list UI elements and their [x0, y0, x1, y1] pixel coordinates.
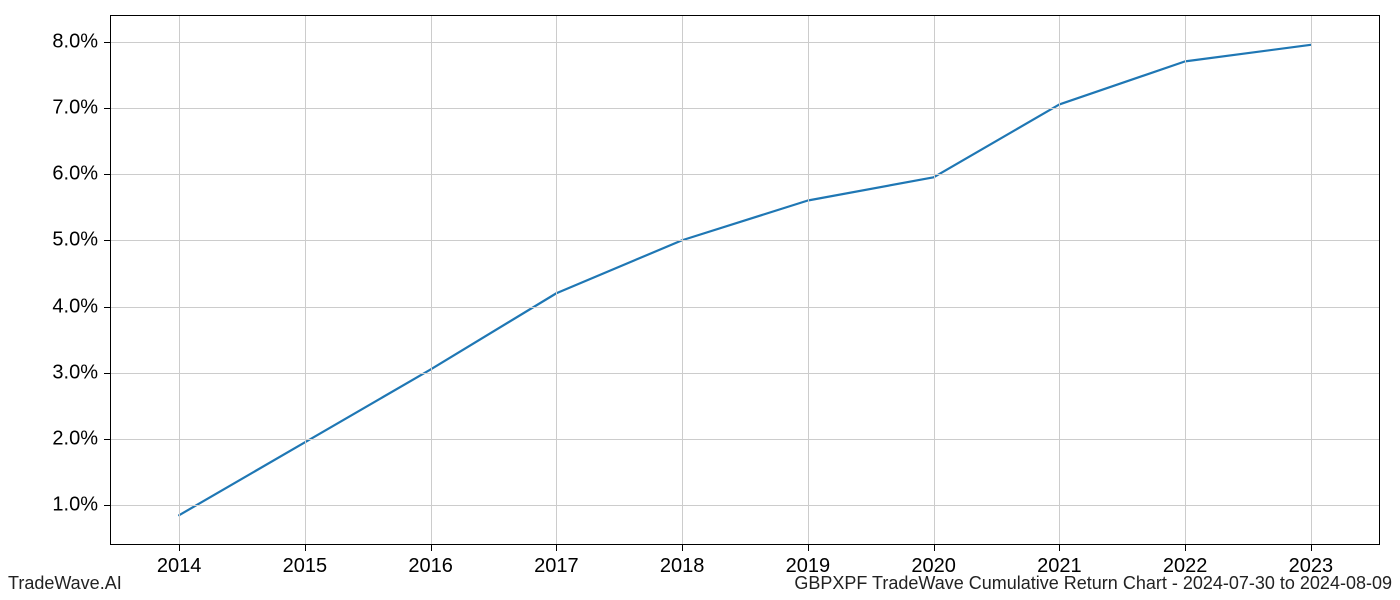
- x-tick-mark: [1311, 545, 1312, 551]
- y-tick-label: 5.0%: [52, 229, 98, 252]
- grid-line-horizontal: [110, 174, 1380, 175]
- y-tick-label: 4.0%: [52, 295, 98, 318]
- axis-border-bottom: [110, 544, 1380, 545]
- x-tick-mark: [431, 545, 432, 551]
- grid-line-horizontal: [110, 108, 1380, 109]
- axis-border-top: [110, 15, 1380, 16]
- plot-area: 1.0%2.0%3.0%4.0%5.0%6.0%7.0%8.0%20142015…: [110, 15, 1380, 545]
- chart-container: 1.0% 2.0% 3.0% 4.0% 5.0% 6.0% 7.0% 8.0% 2014 2015…: [0, 0, 1400, 600]
- y-tick-label: 6.0%: [52, 163, 98, 186]
- y-tick-label: 7.0%: [52, 96, 98, 119]
- grid-line-vertical: [556, 15, 557, 545]
- x-tick-label: 2017: [534, 555, 579, 578]
- x-tick-label: 2015: [283, 555, 328, 578]
- grid-line-vertical: [934, 15, 935, 545]
- data-line-series: [179, 45, 1311, 515]
- grid-line-vertical: [431, 15, 432, 545]
- grid-line-horizontal: [110, 373, 1380, 374]
- grid-line-vertical: [179, 15, 180, 545]
- grid-line-horizontal: [110, 42, 1380, 43]
- y-tick-label: 8.0%: [52, 30, 98, 53]
- x-tick-mark: [682, 545, 683, 551]
- grid-line-horizontal: [110, 307, 1380, 308]
- x-tick-label: 2018: [660, 555, 705, 578]
- line-chart-svg: [110, 15, 1380, 545]
- footer-left-label: TradeWave.AI: [8, 573, 122, 594]
- x-tick-mark: [1059, 545, 1060, 551]
- grid-line-horizontal: [110, 439, 1380, 440]
- grid-line-vertical: [1185, 15, 1186, 545]
- x-tick-mark: [305, 545, 306, 551]
- axis-border-left: [110, 15, 111, 545]
- grid-line-vertical: [1311, 15, 1312, 545]
- y-tick-label: 1.0%: [52, 494, 98, 517]
- grid-line-vertical: [305, 15, 306, 545]
- grid-line-vertical: [682, 15, 683, 545]
- y-tick-label: 2.0%: [52, 428, 98, 451]
- x-tick-mark: [1185, 545, 1186, 551]
- grid-line-vertical: [1059, 15, 1060, 545]
- y-tick-label: 3.0%: [52, 361, 98, 384]
- grid-line-horizontal: [110, 240, 1380, 241]
- x-tick-label: 2016: [408, 555, 453, 578]
- x-tick-mark: [556, 545, 557, 551]
- grid-line-horizontal: [110, 505, 1380, 506]
- x-tick-mark: [179, 545, 180, 551]
- x-tick-mark: [808, 545, 809, 551]
- axis-border-right: [1379, 15, 1380, 545]
- footer-right-label: GBPXPF TradeWave Cumulative Return Chart…: [794, 573, 1392, 594]
- x-tick-mark: [934, 545, 935, 551]
- x-tick-label: 2014: [157, 555, 202, 578]
- grid-line-vertical: [808, 15, 809, 545]
